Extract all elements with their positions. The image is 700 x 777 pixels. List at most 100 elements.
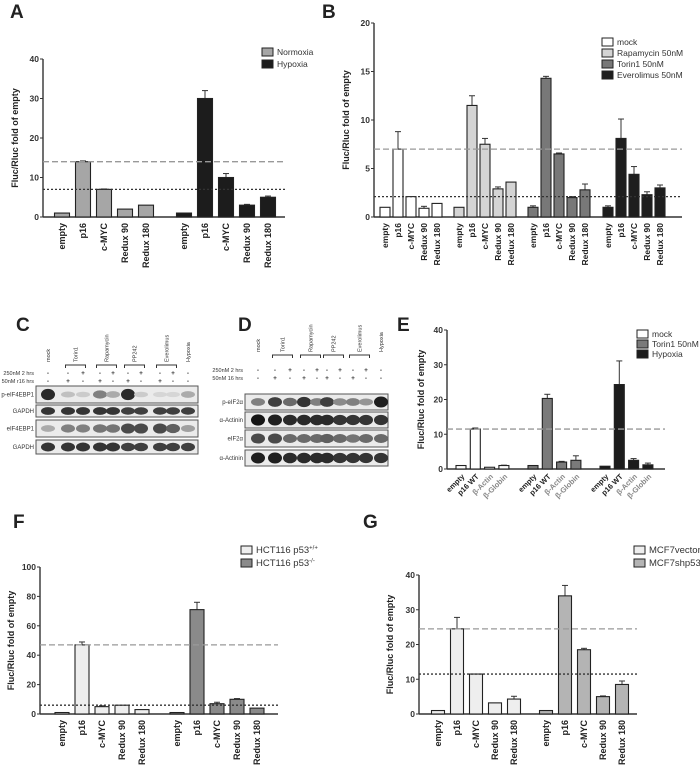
blot-row-label: p-eIF4EBP1 [1,393,34,399]
blot-band [359,452,373,464]
y-tick-label: 10 [30,173,40,183]
blot-band [374,396,388,408]
treatment-sign: + [98,378,102,385]
lane-bracket [65,364,86,368]
legend-label-text: Hypoxia [277,59,308,69]
bar [94,706,110,715]
blot-band [310,452,324,464]
treatment-sign: - [47,370,49,377]
bar [114,704,130,715]
treatment-sign: - [187,378,189,385]
category-label: empty [179,223,189,250]
blot-band [41,407,55,415]
category-label: Redux 180 [137,720,147,765]
blot-band [76,407,90,415]
bar [602,206,614,218]
bar [209,703,225,715]
blot-band [346,414,360,426]
blot-band [166,442,180,452]
lane-bracket [349,354,370,358]
western-blot-d: mock Torin1 Rapamycin PP242 Everolimus Hypoxi… [212,324,389,467]
blot-band [93,442,107,452]
blot-band [134,442,148,452]
blot-band [359,414,373,426]
bar [392,148,404,218]
legend-swatch [240,545,253,555]
blot-band [297,452,311,464]
chart-g: 0 10 20 30 40 Fluc/Rluc fold of empty empty p16… [385,545,700,765]
bar [74,644,90,715]
blot-row-label: eIF4EBP1 [7,427,35,433]
category-label: c-MYC [221,223,231,252]
legend-swatch [261,47,274,57]
treatment-sign: - [172,378,174,385]
bar [498,464,510,470]
panel-label-a: A [10,2,24,23]
category-label: c-MYC [480,223,490,249]
category-label: c-MYC [579,720,589,749]
treatment-sign: - [326,367,328,374]
treatment-sign: + [273,375,277,382]
treatment-sign: + [338,367,342,374]
y-tick-label: 40 [406,570,416,580]
blot-row-label: GAPDH [13,445,34,451]
treatment-sign: + [81,370,85,377]
legend-label-superscript: +/+ [309,546,318,552]
category-label: c-MYC [212,720,222,749]
bar [492,188,504,218]
category-label: Redux 90 [490,720,500,760]
y-axis-label: Fluc/Rluc fold of empty [341,70,351,170]
legend-swatch [636,329,649,339]
legend-label: Torin1 50nM [652,339,699,349]
blot-band [310,434,324,443]
category-label: Redux 90 [598,720,608,760]
bar [379,206,391,218]
blot-band [153,442,167,452]
y-axis-label: Fluc/Rluc fold of empty [416,350,426,450]
treatment-sign: + [325,375,329,382]
treatment-sign: + [171,370,175,377]
lane-group-label: Rapamycin [105,334,111,362]
category-label: empty [541,720,551,747]
blot-band [121,423,135,434]
category-label: p16 [393,223,403,238]
treatment-sign: - [316,375,318,382]
lane-bracket [96,364,117,368]
bar [541,397,553,470]
legend-swatch [601,59,614,69]
category-label: Redux 90 [419,223,429,261]
blot-band [268,397,282,407]
treatment-sign: + [126,378,130,385]
bar [479,143,491,218]
bar [238,204,256,218]
treatment-sign: - [274,367,276,374]
legend-label-text: MCF7vector [649,545,700,556]
treatment-sign: - [339,375,341,382]
blot-band [181,442,195,452]
bar [576,649,592,715]
bar [455,464,467,470]
y-tick-label: 30 [406,605,416,615]
category-label: Redux 180 [617,720,627,765]
blot-row-label: p-eIF2α [222,400,243,406]
blot-band [251,414,265,426]
blot-band [297,414,311,426]
treatment-sign: - [187,370,189,377]
treatment-sign: + [66,378,70,385]
treatment-sign: - [140,378,142,385]
bar [527,206,539,218]
treatment-sign: + [111,370,115,377]
blot-band [333,452,347,464]
lane-bracket [323,354,344,358]
blot-band [283,397,297,407]
treatment-sign: + [364,367,368,374]
category-label: p16 [78,223,88,239]
y-tick-label: 0 [365,212,370,222]
category-label: c-MYC [97,720,107,749]
blot-band [268,414,282,426]
category-label: empty [454,223,464,248]
lane-bracket [300,354,321,358]
blot-band [297,434,311,443]
treatment-label: 250nM 2 hrs [3,371,34,377]
